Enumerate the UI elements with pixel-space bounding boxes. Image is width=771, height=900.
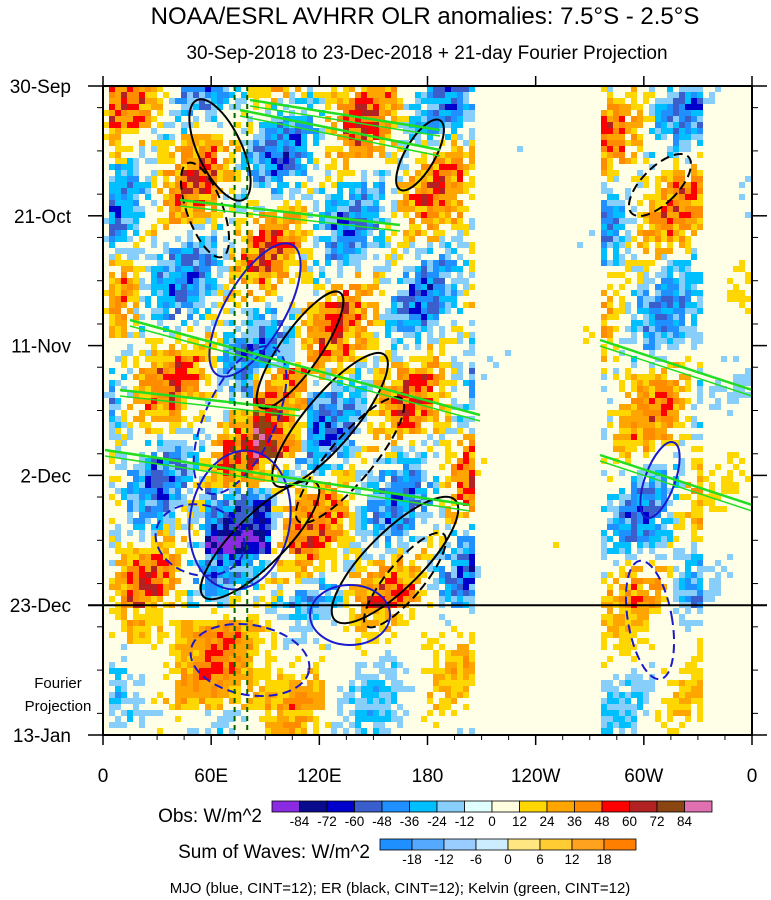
colorbar-tick-label: 18	[596, 852, 611, 867]
colorbar-tick-label: 84	[677, 814, 693, 829]
colorbar-swatch	[411, 838, 445, 851]
chart-subtitle: 30-Sep-2018 to 23-Dec-2018 + 21-day Four…	[186, 43, 667, 64]
waves-colorbar-label: Sum of Waves: W/m^2	[178, 842, 370, 863]
colorbar-tick-label: 0	[504, 852, 512, 867]
colorbar-swatch	[354, 800, 383, 813]
colorbar-tick-label: 36	[567, 814, 582, 829]
colorbar-tick-label: -24	[427, 814, 447, 829]
y-tick-label: 30-Sep	[10, 77, 71, 98]
colorbar-swatch	[409, 800, 438, 813]
colorbar-tick-label: 0	[488, 814, 496, 829]
obs-heatmap-field	[103, 86, 752, 735]
wave-contours	[104, 98, 752, 698]
colorbar-tick-label: 24	[539, 814, 555, 829]
colorbar-swatch	[381, 800, 410, 813]
colorbar-swatch	[326, 800, 355, 813]
x-tick-label: 120E	[297, 766, 341, 787]
x-axis: 0 60E 120E 180 120W 60W 0	[98, 76, 758, 787]
colorbar-swatch	[507, 838, 541, 851]
colorbar-swatch	[519, 800, 548, 813]
colorbar-tick-label: 12	[512, 814, 527, 829]
colorbar-swatch	[271, 800, 300, 813]
colorbar-tick-label: -72	[317, 814, 337, 829]
x-tick-label: 180	[412, 766, 444, 787]
colorbar-tick-label: -84	[290, 814, 310, 829]
legend-note: MJO (blue, CINT=12); ER (black, CINT=12)…	[170, 880, 631, 897]
colorbar-swatch	[475, 838, 509, 851]
colorbar-swatch	[464, 800, 493, 813]
colorbar-tick-label: -48	[372, 814, 392, 829]
colorbar-swatch	[574, 800, 603, 813]
waves-colorbar: -18 -12 -6 0 6 12 18	[379, 838, 637, 867]
y-tick-label: 2-Dec	[20, 466, 71, 487]
x-tick-label: 60W	[624, 766, 663, 787]
colorbar-tick-label: -18	[402, 852, 422, 867]
colorbar-tick-label: -36	[400, 814, 420, 829]
colorbar-tick-label: 6	[536, 852, 544, 867]
colorbar-swatch	[601, 800, 630, 813]
x-tick-label: 0	[747, 766, 758, 787]
y-tick-label: 21-Oct	[14, 207, 72, 228]
reference-longitude-lines	[233, 86, 249, 735]
y-tick-label: 23-Dec	[10, 596, 71, 617]
y-tick-label: 13-Jan	[13, 726, 71, 747]
colorbar-tick-label: -12	[434, 852, 454, 867]
colorbar-swatch	[656, 800, 685, 813]
colorbar-tick-label: 72	[649, 814, 664, 829]
colorbar-swatch	[684, 800, 713, 813]
colorbar-tick-label: 12	[564, 852, 579, 867]
colorbar-swatch	[546, 800, 575, 813]
x-tick-label: 0	[98, 766, 109, 787]
colorbar-swatch	[299, 800, 328, 813]
colorbar-swatch	[379, 838, 413, 851]
projection-label-line1: Fourier	[34, 675, 82, 692]
obs-colorbar: -84 -72 -60 -48 -36 -24 -12 0 12 24 36 48 60 72 84	[271, 800, 713, 829]
projection-label-line2: Projection	[25, 698, 92, 715]
colorbar-swatch	[571, 838, 605, 851]
y-axis: 30-Sep 21-Oct 11-Nov 2-Dec 23-Dec 13-Jan	[10, 77, 767, 747]
colorbar-swatch	[443, 838, 477, 851]
colorbar-tick-label: -60	[345, 814, 365, 829]
y-tick-label: 11-Nov	[11, 337, 71, 358]
x-tick-label: 120W	[511, 766, 561, 787]
colorbar-swatch	[491, 800, 520, 813]
colorbar-swatch	[603, 838, 637, 851]
colorbar-tick-label: 60	[622, 814, 637, 829]
colorbar-swatch	[539, 838, 573, 851]
obs-colorbar-label: Obs: W/m^2	[158, 806, 262, 827]
colorbar-swatch	[436, 800, 465, 813]
colorbar-swatch	[629, 800, 658, 813]
chart-title: NOAA/ESRL AVHRR OLR anomalies: 7.5°S - 2…	[151, 3, 700, 30]
x-tick-label: 60E	[194, 766, 228, 787]
colorbar-tick-label: 48	[594, 814, 609, 829]
colorbar-tick-label: -6	[470, 852, 482, 867]
colorbar-tick-label: -12	[455, 814, 475, 829]
